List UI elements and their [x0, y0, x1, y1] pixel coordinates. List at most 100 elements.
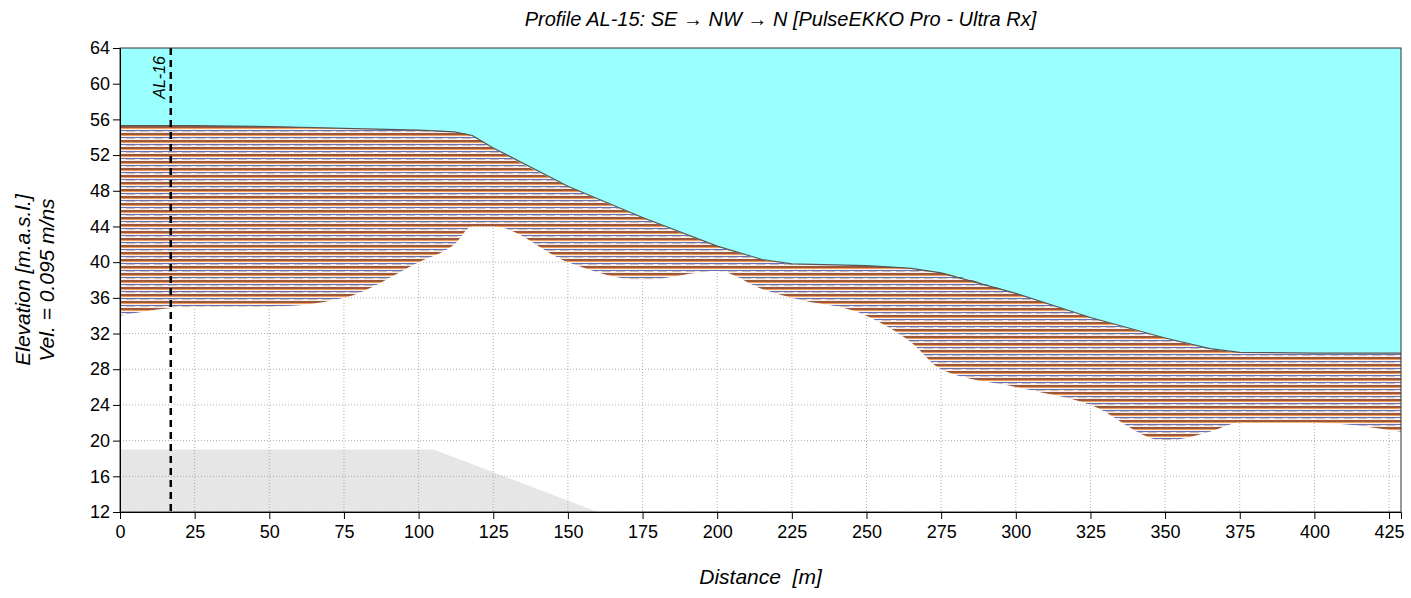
x-tick-label: 150: [553, 522, 583, 542]
x-tick-mark: [344, 512, 345, 519]
x-tick-label: 0: [115, 522, 125, 542]
y-tick: 16: [90, 467, 120, 487]
x-tick-mark: [493, 512, 494, 519]
x-tick-label: 200: [703, 522, 733, 542]
x-tick-mark: [867, 512, 868, 519]
x-tick: 200: [703, 512, 733, 542]
x-tick: 50: [260, 512, 280, 542]
y-tick-mark: [113, 476, 120, 477]
x-tick: 150: [553, 512, 583, 542]
x-tick-label: 250: [852, 522, 882, 542]
chart-title: Profile AL-15: SE → NW → N [PulseEKKO Pr…: [525, 8, 1037, 30]
y-tick-label: 32: [90, 324, 110, 344]
y-tick-mark: [113, 298, 120, 299]
y-tick-label: 24: [90, 395, 110, 415]
y-tick-label: 52: [90, 145, 110, 165]
x-tick-mark: [419, 512, 420, 519]
x-tick-mark: [195, 512, 196, 519]
x-tick-mark: [792, 512, 793, 519]
y-tick: 40: [90, 252, 120, 272]
x-tick: 25: [185, 512, 205, 542]
x-tick: 75: [334, 512, 354, 542]
x-tick-label: 100: [404, 522, 434, 542]
x-tick: 225: [777, 512, 807, 542]
y-tick-label: 20: [90, 431, 110, 451]
y-tick-label: 36: [90, 288, 110, 308]
y-tick: 48: [90, 181, 120, 201]
y-tick: 56: [90, 110, 120, 130]
x-tick-label: 225: [777, 522, 807, 542]
y-tick-mark: [113, 191, 120, 192]
x-tick: 425: [1375, 512, 1405, 542]
x-tick: 175: [628, 512, 658, 542]
y-tick-label: 40: [90, 252, 110, 272]
x-axis: 0255075100125150175200225250275300325350…: [115, 512, 1404, 542]
x-axis-line: [121, 513, 1402, 520]
x-tick-mark: [269, 512, 270, 519]
y-tick-mark: [113, 369, 120, 370]
x-tick-label: 300: [1001, 522, 1031, 542]
annotation-label: AL-16: [151, 56, 168, 100]
grid-line: [120, 476, 1401, 477]
y-tick-label: 64: [90, 38, 110, 58]
x-tick-label: 325: [1076, 522, 1106, 542]
chart: 0255075100125150175200225250275300325350…: [0, 0, 1411, 598]
x-tick-mark: [1165, 512, 1166, 519]
x-tick-label: 400: [1300, 522, 1330, 542]
x-tick: 125: [479, 512, 509, 542]
y-tick-mark: [113, 405, 120, 406]
y-axis-line: [113, 49, 121, 513]
x-tick-label: 175: [628, 522, 658, 542]
x-tick-label: 375: [1225, 522, 1255, 542]
x-tick: 375: [1225, 512, 1255, 542]
y-axis: 12 16 20 24 28 32 36 40 44 48 52 56 60 64: [90, 38, 121, 522]
y-tick-mark: [113, 262, 120, 263]
surface-line: [120, 126, 1401, 354]
y-tick-label: 28: [90, 359, 110, 379]
y-tick-mark: [113, 226, 120, 227]
x-axis-title: Distance [m]: [699, 565, 823, 588]
y-tick: 44: [90, 217, 120, 237]
plot-background: [120, 48, 1401, 512]
y-tick-label: 56: [90, 110, 110, 130]
y-tick-mark: [113, 48, 120, 49]
y-tick: 60: [90, 74, 120, 94]
y-axis-title: Elevation [m.a.s.l.]: [11, 193, 34, 366]
x-tick: 350: [1151, 512, 1181, 542]
x-tick-mark: [1016, 512, 1017, 519]
x-tick-mark: [941, 512, 942, 519]
x-tick: 325: [1076, 512, 1106, 542]
x-tick-mark: [717, 512, 718, 519]
y-tick-label: 48: [90, 181, 110, 201]
y-tick: 36: [90, 288, 120, 308]
y-tick-mark: [113, 119, 120, 120]
y-tick-mark: [113, 155, 120, 156]
x-tick-mark: [568, 512, 569, 519]
y-tick: 12: [90, 502, 120, 522]
shaded-region: [120, 450, 598, 512]
y-tick: 32: [90, 324, 120, 344]
y-tick: 64: [90, 38, 120, 58]
x-tick-mark: [1090, 512, 1091, 519]
x-tick-mark: [120, 512, 121, 519]
x-tick-label: 50: [260, 522, 280, 542]
grid-line: [120, 440, 1401, 441]
x-tick-label: 125: [479, 522, 509, 542]
x-tick: 300: [1001, 512, 1031, 542]
x-tick: 400: [1300, 512, 1330, 542]
x-tick: 0: [115, 512, 125, 542]
plot-frame: [120, 48, 1401, 512]
y-tick-mark: [113, 334, 120, 335]
y-tick-mark: [113, 512, 120, 513]
y-tick: 52: [90, 145, 120, 165]
x-tick-label: 25: [185, 522, 205, 542]
y-tick: 20: [90, 431, 120, 451]
y-tick: 24: [90, 395, 120, 415]
annotation-line: [170, 48, 173, 512]
y-tick-label: 16: [90, 467, 110, 487]
y-tick: 28: [90, 359, 120, 379]
x-tick-mark: [643, 512, 644, 519]
x-tick-label: 350: [1151, 522, 1181, 542]
x-tick-mark: [1389, 512, 1390, 519]
y-tick-mark: [113, 441, 120, 442]
